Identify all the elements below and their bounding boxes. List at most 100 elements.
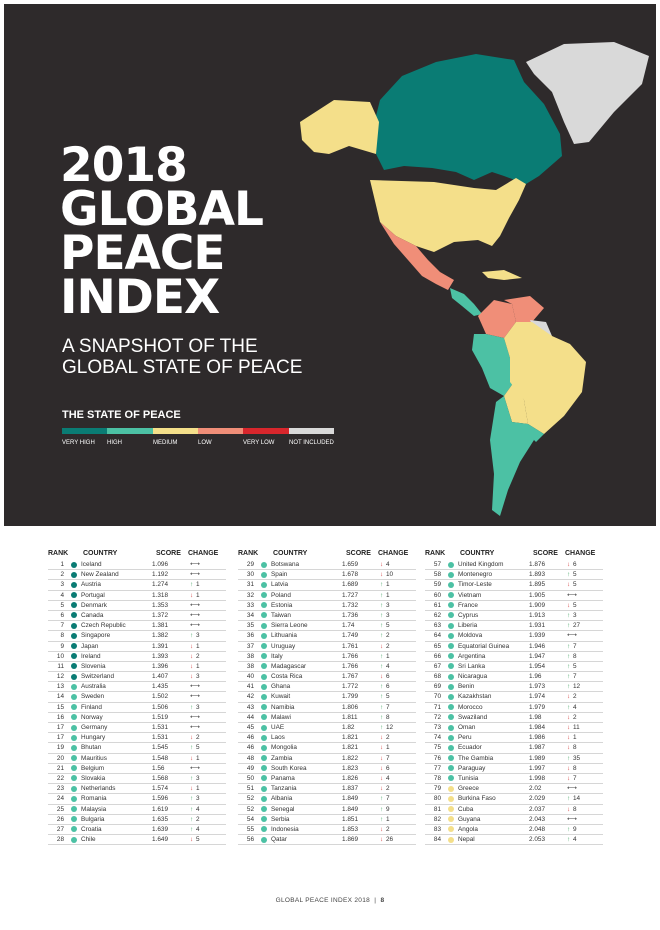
row-score: 1.678	[342, 571, 358, 579]
arrow-up-icon: ↑	[567, 836, 571, 844]
row-country: Angola	[458, 825, 478, 833]
row-score: 1.727	[342, 591, 358, 599]
row-score: 1.939	[529, 632, 545, 640]
rankings-table: RANK COUNTRY SCORE CHANGE 1 Iceland 1.096 ⟷ 2 New…	[0, 550, 660, 870]
table-row: 19 Bhutan 1.545 ↑ 5	[48, 743, 226, 754]
table-row: 76 The Gambia 1.989 ↑ 35	[425, 754, 603, 764]
map-central-america	[450, 288, 482, 316]
table-row: 35 Sierra Leone 1.74 ↑ 5	[238, 621, 416, 632]
row-rank: 29	[246, 561, 254, 568]
row-change: 7	[386, 795, 390, 803]
arrow-down-icon: ↓	[380, 836, 384, 844]
row-change: 7	[386, 703, 390, 711]
table-row: 4 Portugal 1.318 ↓ 1	[48, 591, 226, 601]
table-row: 15 Finland 1.506 ↑ 3	[48, 703, 226, 713]
row-score: 1.506	[152, 703, 168, 711]
arrow-down-icon: ↓	[567, 764, 571, 772]
table-row: 36 Lithuania 1.749 ↑ 2	[238, 631, 416, 642]
row-score: 2.043	[529, 815, 545, 823]
map-cuba	[482, 270, 522, 280]
peace-level-dot	[71, 592, 77, 599]
arrow-down-icon: ↓	[380, 764, 384, 772]
row-country: Taiwan	[271, 611, 291, 619]
row-rank: 11	[57, 662, 64, 670]
arrow-down-icon: ↓	[190, 662, 194, 670]
table-row: 67 Sri Lanka 1.954 ↑ 5	[425, 662, 603, 673]
row-change: 2	[386, 642, 390, 650]
row-change: 2	[386, 785, 390, 793]
arrow-down-icon: ↓	[567, 713, 571, 721]
row-change: 2	[196, 652, 200, 660]
legend-color-bar	[62, 428, 334, 434]
row-rank: 55	[246, 825, 254, 833]
row-rank: 38	[246, 652, 254, 660]
row-change: 4	[386, 662, 390, 670]
no-change-icon: ⟷	[567, 632, 578, 640]
row-change: 6	[386, 683, 390, 691]
row-change: 1	[196, 642, 200, 650]
row-country: Oman	[458, 724, 476, 731]
title-line-peace: PEACE	[60, 226, 226, 281]
row-change: 3	[573, 611, 577, 619]
peace-level-dot	[448, 571, 454, 578]
row-change: 1	[386, 591, 390, 599]
peace-level-dot	[261, 806, 267, 812]
row-score: 1.635	[152, 815, 168, 823]
row-country: Slovakia	[81, 774, 106, 782]
table-row: 38 Italy 1.766 ↑ 1	[238, 652, 416, 662]
table-row: 55 Indonesia 1.853 ↓ 2	[238, 825, 416, 836]
arrow-down-icon: ↓	[190, 734, 194, 742]
header-change: CHANGE	[188, 550, 219, 557]
peace-level-dot	[261, 693, 267, 700]
header-change: CHANGE	[565, 550, 596, 557]
table-row: 52 Senegal 1.849 ↑ 9	[238, 805, 416, 815]
row-rank: 22	[56, 774, 64, 782]
row-rank: 65	[433, 642, 441, 650]
arrow-up-icon: ↑	[380, 652, 384, 660]
row-rank: 12	[56, 673, 64, 681]
arrow-up-icon: ↑	[190, 825, 194, 833]
row-change: 8	[573, 764, 577, 772]
peace-level-dot	[71, 734, 77, 741]
legend-swatch	[197, 428, 244, 434]
peace-level-dot	[261, 734, 267, 741]
peace-level-dot	[71, 693, 77, 700]
rankings-column: RANK COUNTRY SCORE CHANGE 1 Iceland 1.096 ⟷ 2 New…	[48, 550, 226, 846]
row-score: 1.531	[152, 734, 168, 742]
row-score: 1.619	[152, 805, 168, 813]
peace-level-dot	[71, 561, 77, 568]
row-change: 7	[573, 673, 577, 681]
map-argentina-chile	[490, 396, 534, 516]
row-rank: 80	[433, 795, 441, 803]
row-country: Qatar	[271, 836, 287, 844]
no-change-icon: ⟷	[190, 601, 201, 609]
row-country: Singapore	[81, 632, 111, 640]
row-score: 1.931	[529, 622, 545, 630]
arrow-down-icon: ↓	[567, 581, 571, 589]
table-row: 57 United Kingdom 1.876 ↓ 6	[425, 560, 603, 571]
row-country: Laos	[271, 734, 285, 742]
arrow-down-icon: ↓	[380, 561, 384, 568]
peace-level-dot	[448, 632, 454, 639]
row-country: Bulgaria	[81, 815, 105, 823]
peace-level-dot	[261, 602, 267, 609]
table-row: 12 Switzerland 1.407 ↓ 3	[48, 672, 226, 683]
row-country: Madagascar	[271, 662, 307, 670]
table-row: 77 Paraguay 1.997 ↓ 8	[425, 764, 603, 774]
arrow-up-icon: ↑	[380, 724, 384, 731]
row-change: 1	[386, 815, 390, 823]
peace-level-dot	[261, 826, 267, 833]
row-rank: 83	[433, 825, 441, 833]
row-rank: 6	[60, 611, 64, 619]
no-change-icon: ⟷	[190, 561, 201, 568]
arrow-up-icon: ↑	[380, 703, 384, 711]
peace-level-dot	[448, 581, 454, 588]
table-row: 24 Romania 1.596 ↑ 3	[48, 794, 226, 805]
row-country: Zambia	[271, 754, 293, 762]
row-country: Denmark	[81, 601, 107, 609]
table-row: 72 Swaziland 1.98 ↓ 2	[425, 713, 603, 723]
row-score: 1.732	[342, 601, 358, 609]
row-score: 1.393	[152, 652, 168, 660]
arrow-up-icon: ↑	[380, 713, 384, 721]
arrow-down-icon: ↓	[380, 571, 384, 579]
